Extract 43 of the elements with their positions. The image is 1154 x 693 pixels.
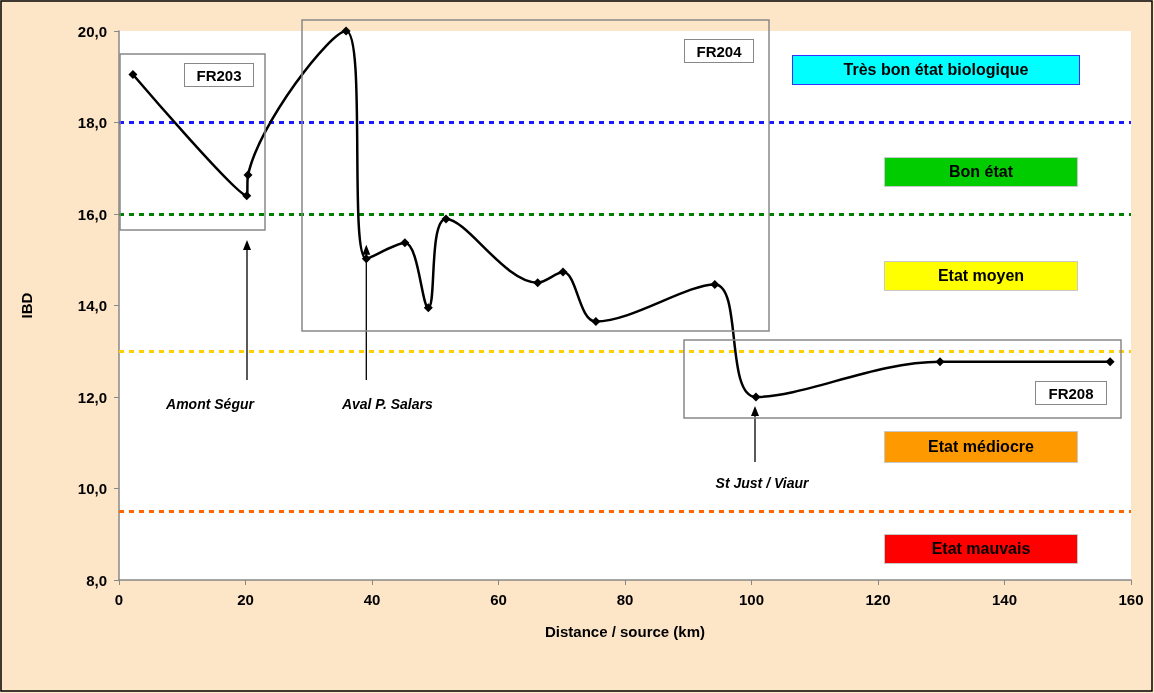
annotation: Bon état [949, 163, 1013, 181]
point [751, 392, 761, 402]
point [558, 267, 568, 277]
y-tick-label: 14,0 [77, 297, 107, 314]
x-tick-label: 40 [363, 591, 381, 608]
y-axis-title: IBD [18, 292, 35, 319]
annotation: Etat médiocre [928, 438, 1034, 456]
x-tick-label: 160 [1118, 591, 1144, 608]
annotation: FR208 [1048, 384, 1094, 402]
x-tick-label: 80 [616, 591, 634, 608]
point [935, 357, 945, 367]
y-tick-label: 18,0 [77, 114, 107, 131]
x-tick-label: 0 [114, 591, 124, 608]
y-tick-label: 12,0 [77, 388, 107, 406]
point [1105, 357, 1115, 367]
point [243, 170, 253, 180]
point [591, 317, 601, 327]
point [128, 69, 138, 79]
annotation: Amont Ségur [166, 396, 254, 412]
x-tick-label: 60 [490, 591, 507, 608]
annotation: Très bon état biologique [843, 61, 1029, 79]
x-tick-label: 140 [991, 591, 1018, 608]
x-axis-title: Distance / source (km) [544, 623, 706, 640]
y-tick-label: 8,0 [86, 571, 107, 589]
y-tick-label: 16,0 [77, 205, 107, 223]
y-tick-label: 20,0 [77, 22, 107, 40]
annotation: FR203 [196, 66, 242, 84]
point [341, 26, 351, 36]
annotation: St Just / Viaur [715, 475, 809, 491]
annotation: Etat moyen [937, 267, 1025, 285]
x-tick-label: 100 [738, 591, 765, 608]
annotation: FR204 [696, 42, 742, 60]
annotation: Etat mauvais [931, 540, 1031, 558]
x-tick-label: 120 [865, 591, 891, 608]
point [242, 191, 252, 201]
point [710, 279, 720, 289]
annotation: Aval P. Salars [341, 396, 433, 412]
y-tick-label: 10,0 [77, 480, 107, 497]
point [533, 278, 543, 288]
point [400, 238, 410, 248]
x-tick-label: 20 [237, 591, 254, 608]
point [441, 214, 451, 224]
point [423, 303, 433, 313]
